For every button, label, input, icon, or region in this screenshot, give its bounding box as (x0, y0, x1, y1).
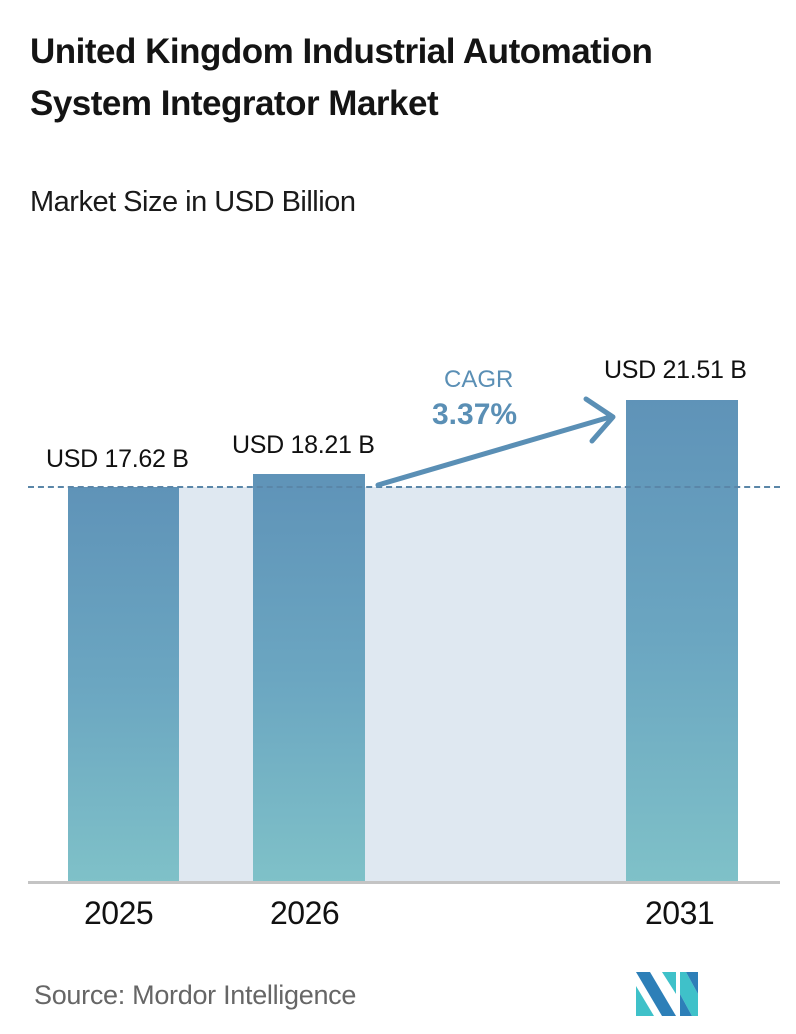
x-tick-2031: 2031 (645, 895, 715, 931)
reference-dashed-line (28, 486, 780, 488)
bar-2031 (626, 400, 738, 882)
cagr-value: 3.37% (432, 398, 518, 431)
chart-title: United Kingdom Industrial Automation Sys… (30, 32, 653, 123)
x-tick-2026: 2026 (270, 895, 340, 931)
x-axis-line (28, 881, 780, 884)
cagr-arrow-icon (375, 396, 616, 488)
mordor-intelligence-logo-icon (636, 972, 698, 1016)
cagr-label: CAGR (444, 366, 514, 393)
source-text: Source: Mordor Intelligence (34, 980, 357, 1010)
x-tick-2025: 2025 (84, 895, 154, 931)
bar-2025 (68, 487, 179, 882)
value-label-2031: USD 21.51 B (604, 356, 747, 384)
bar-2026 (253, 474, 365, 882)
chart-subtitle: Market Size in USD Billion (30, 186, 356, 218)
value-label-2025: USD 17.62 B (46, 445, 189, 473)
value-label-2026: USD 18.21 B (232, 431, 375, 459)
